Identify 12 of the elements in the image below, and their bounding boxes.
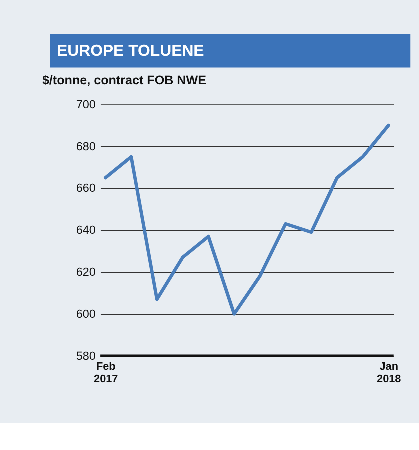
y-tick-label: 600 [76, 308, 96, 321]
y-tick-label: 640 [76, 224, 96, 238]
line-series [104, 124, 390, 316]
x-tick-label: Feb 2017 [94, 360, 118, 386]
y-tick-label: 660 [76, 182, 96, 196]
chart-title: EUROPE TOLUENE [56, 43, 204, 60]
y-tick-label: 620 [76, 266, 96, 280]
y-tick-label: 700 [76, 98, 96, 112]
y-tick-label: 580 [76, 350, 96, 363]
y-tick-label: 680 [76, 140, 96, 154]
chart-subtitle: $/tonne, contract FOB NWE [42, 74, 206, 88]
x-tick-label: Jan 2018 [377, 360, 402, 386]
